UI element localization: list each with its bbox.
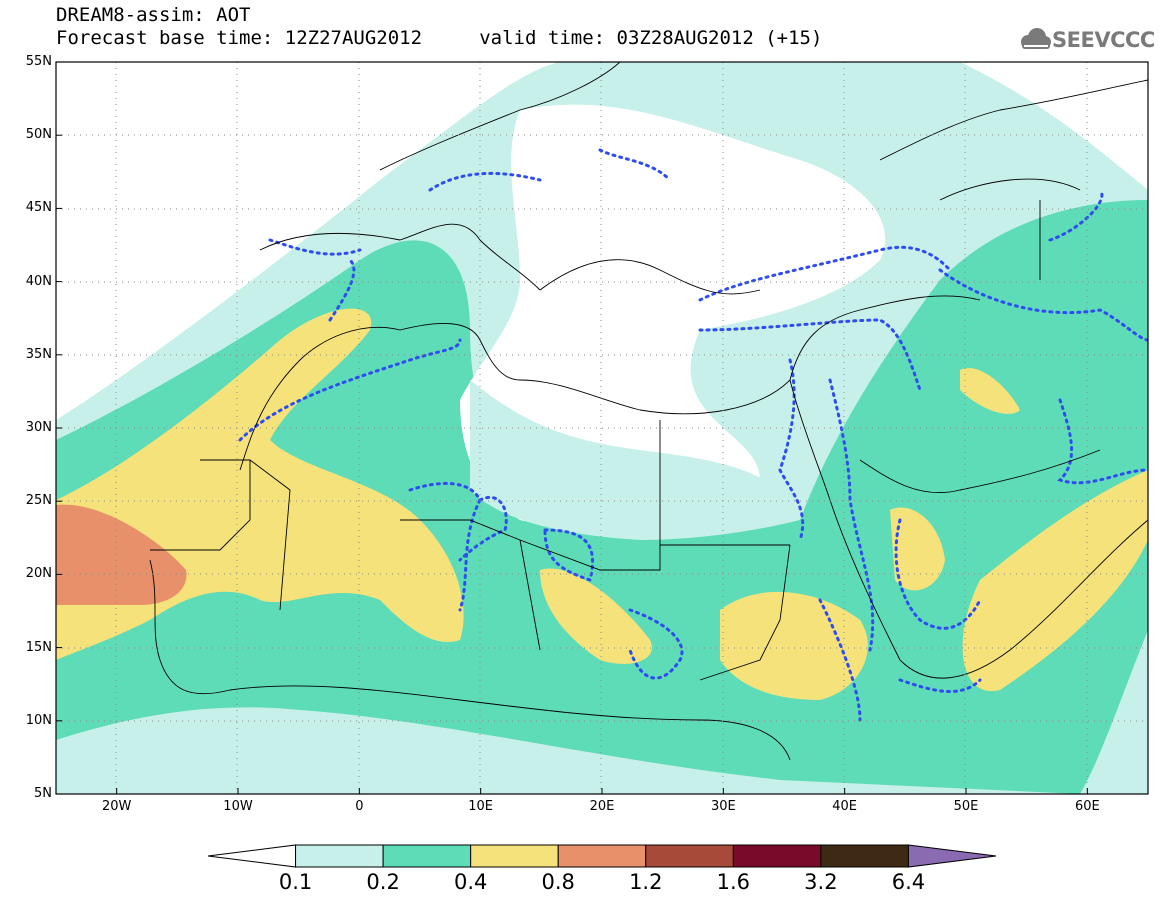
aot-band-0.4-east — [720, 591, 868, 700]
lon-tick-label: 10E — [468, 799, 494, 814]
seevccc-logo — [1021, 28, 1051, 49]
lat-tick-label: 25N — [25, 493, 52, 509]
colorbar-segment — [820, 844, 909, 868]
aot-band-0.4-sudan — [890, 507, 945, 591]
cloud-icon — [1021, 28, 1051, 49]
colorbar-level-label: 0.1 — [278, 870, 313, 894]
aot-band-0.4-iran — [960, 368, 1020, 414]
aot-low-region — [460, 104, 886, 530]
aot-band-0.1-east — [470, 380, 800, 540]
colorbar-level-label: 1.2 — [629, 870, 663, 894]
lat-tick-label: 15N — [25, 639, 52, 655]
lon-tick-label: 10W — [223, 799, 253, 814]
colorbar-segment — [645, 844, 734, 868]
lat-tick-label: 30N — [25, 420, 52, 435]
colorbar-level-label: 3.2 — [804, 870, 838, 894]
lon-tick-label: 50E — [953, 799, 979, 814]
colorbar-level-label: 0.8 — [541, 870, 575, 894]
colorbar-segment — [557, 844, 647, 868]
logo-text: SEEVCCC — [1052, 28, 1155, 52]
colorbar-level-label: 6.4 — [891, 870, 926, 894]
colorbar-level-label: 1.6 — [716, 870, 751, 894]
lat-tick-label: 20N — [25, 566, 52, 582]
lat-tick-label: 40N — [25, 273, 52, 289]
lat-tick-label: 35N — [25, 346, 52, 362]
forecast-time-subtitle: Forecast base time: 12Z27AUG2012 valid t… — [56, 27, 823, 49]
lon-tick-label: 20W — [101, 799, 132, 814]
gridlines — [56, 62, 1148, 794]
map-title: DREAM8-assim: AOT — [56, 4, 251, 26]
lon-tick-label: 0 — [355, 799, 364, 814]
colorbar-level-label: 0.4 — [453, 870, 488, 894]
lon-tick-label: 30E — [710, 799, 736, 814]
lon-tick-label: 20E — [589, 799, 615, 814]
aot-band-0.4-arabia — [962, 470, 1148, 692]
colorbar-segment — [295, 844, 384, 868]
lon-tick-label: 60E — [1074, 799, 1100, 814]
aot-field — [56, 62, 1148, 794]
axis-ticks — [56, 61, 1088, 795]
lat-tick-label: 5N — [34, 786, 52, 801]
colorbar-segment — [382, 844, 472, 868]
coastlines-borders — [149, 62, 1148, 761]
aot-band-0.4-central — [540, 568, 652, 664]
colorbar-segment — [470, 844, 559, 868]
lat-tick-label: 50N — [25, 127, 52, 143]
lat-tick-label: 45N — [25, 200, 52, 216]
lon-tick-label: 40E — [832, 799, 858, 814]
aot-colorbar — [207, 844, 997, 868]
lat-tick-label: 55N — [25, 54, 52, 69]
colorbar-level-label: 0.2 — [366, 870, 400, 894]
lat-tick-label: 10N — [25, 712, 52, 728]
colorbar-segment — [207, 844, 297, 868]
colorbar-segment — [907, 844, 997, 868]
colorbar-segment — [732, 844, 822, 868]
